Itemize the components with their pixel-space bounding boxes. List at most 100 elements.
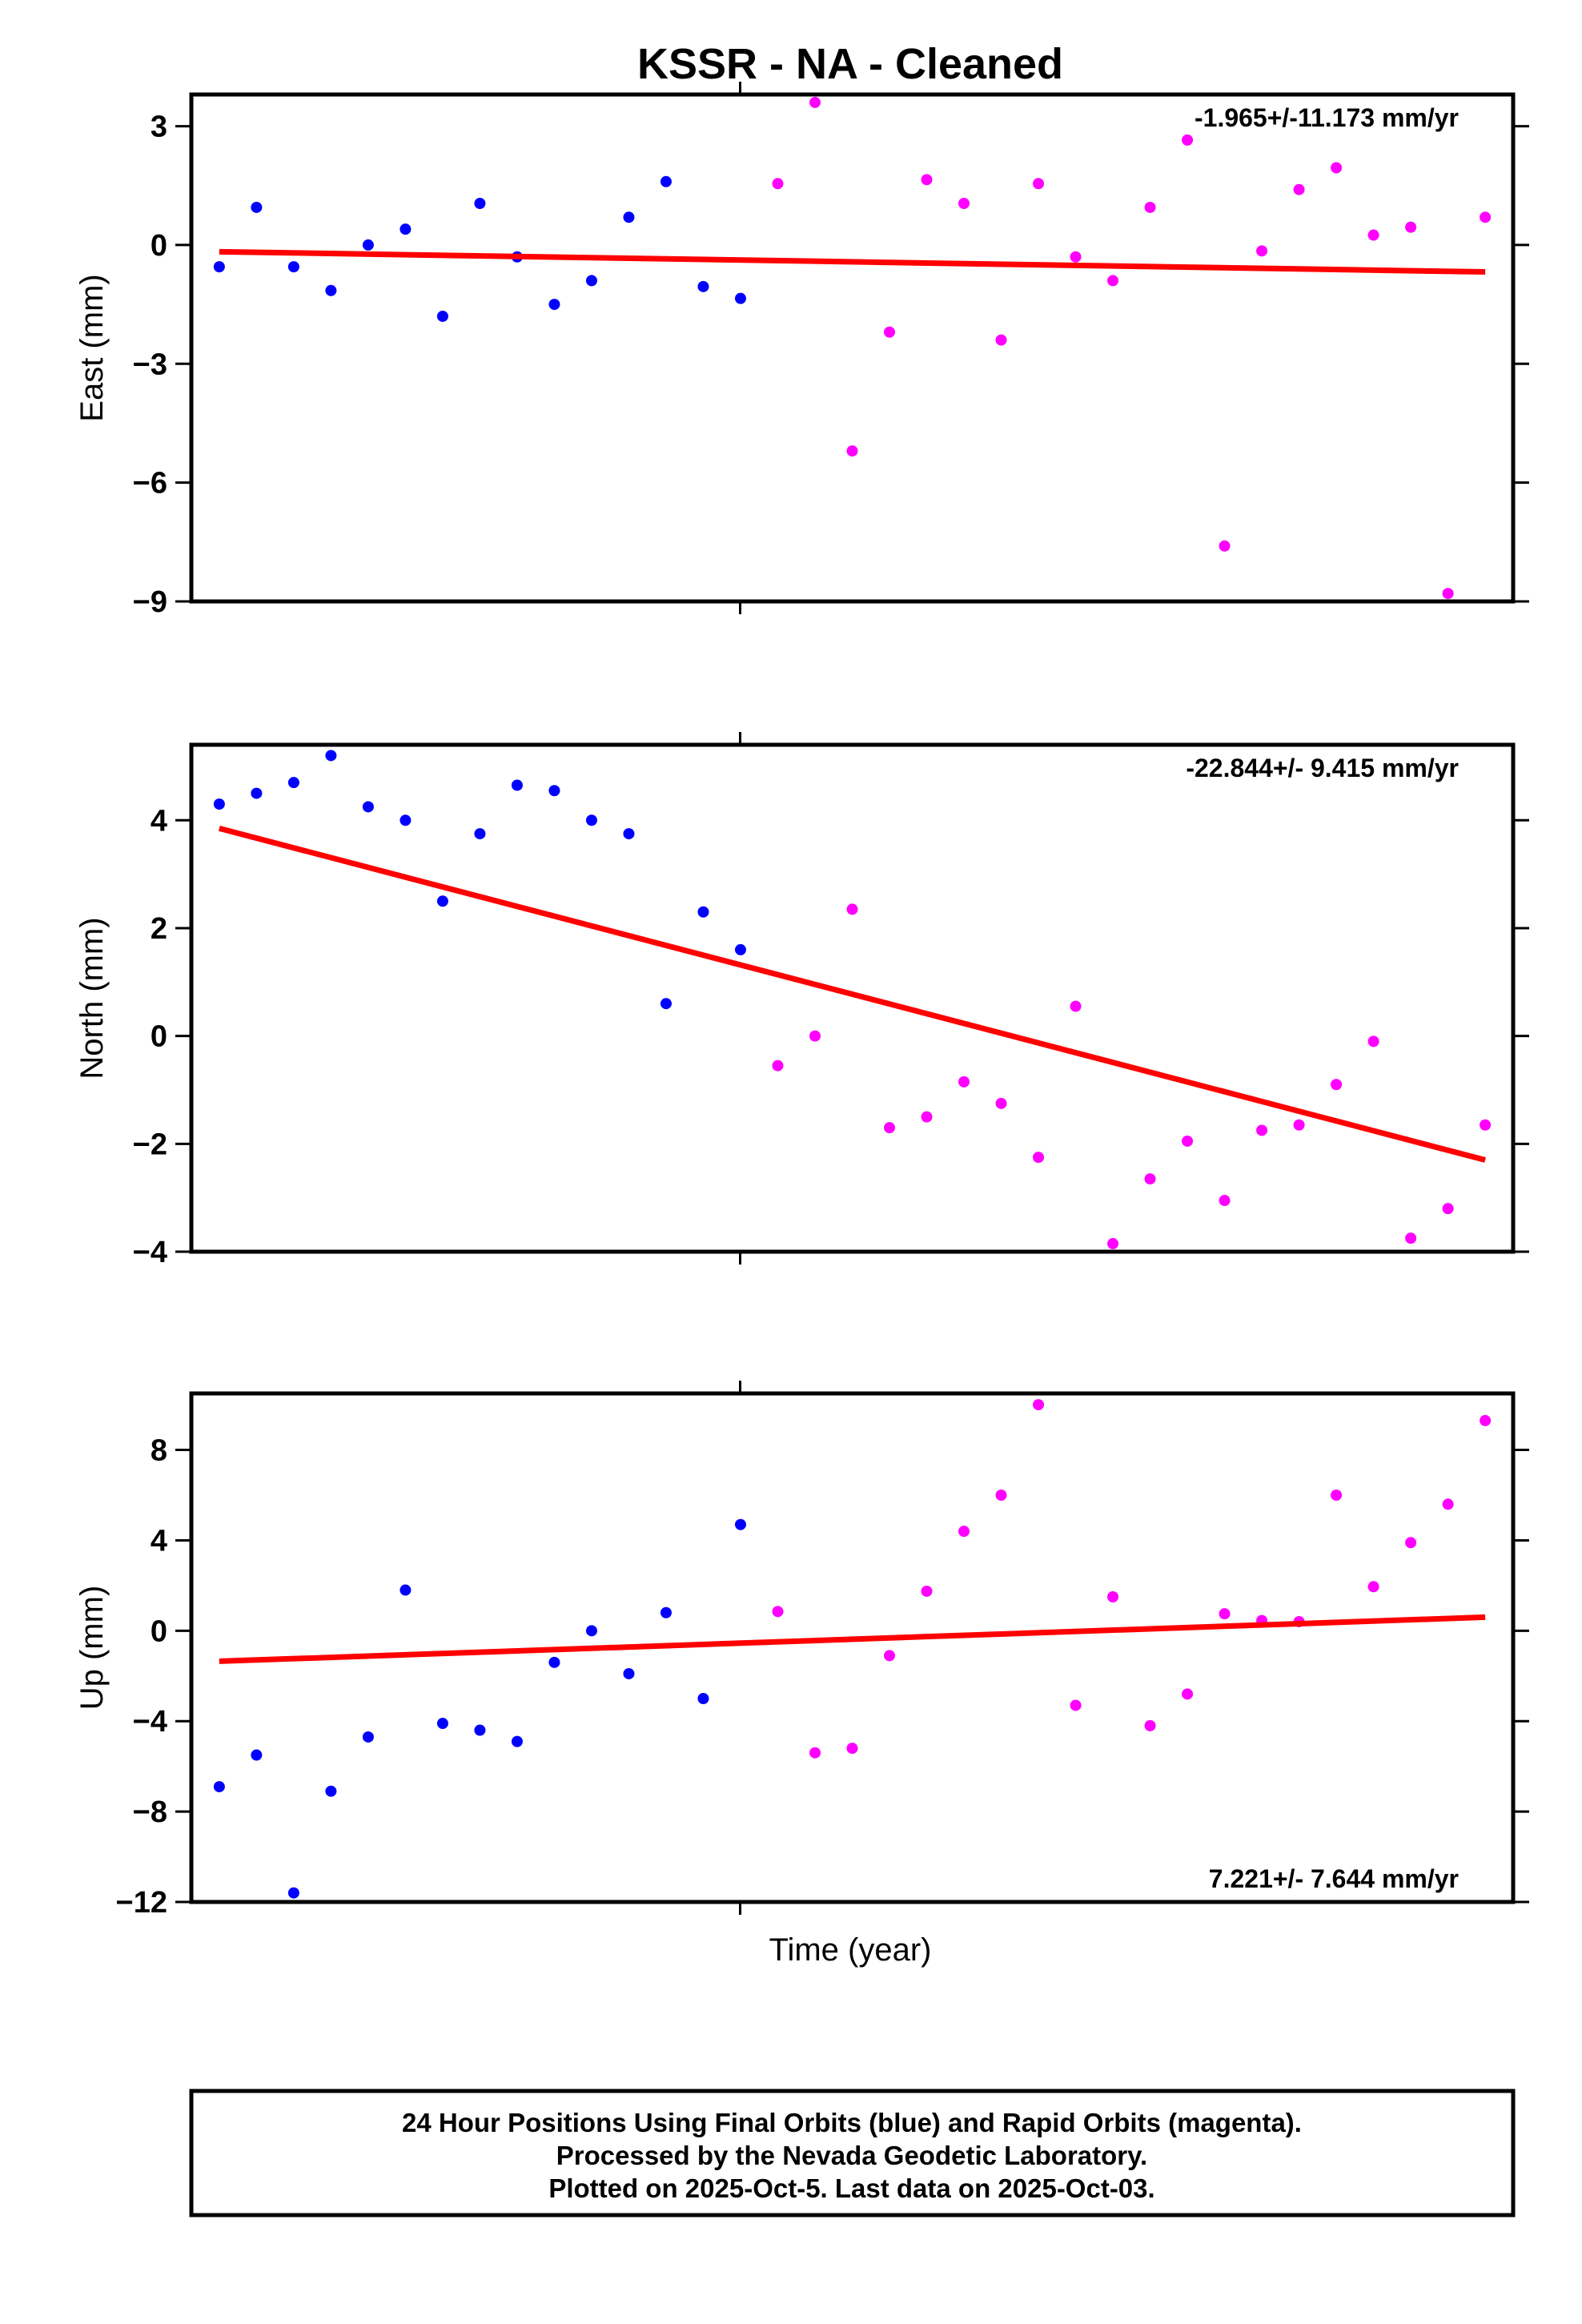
up-ytick-label: −8 <box>133 1795 167 1829</box>
up-point-rapid <box>846 1743 858 1755</box>
east-point-rapid <box>1182 134 1194 146</box>
north-point-rapid <box>958 1076 970 1088</box>
east-point-final <box>362 239 374 251</box>
east-y-axis-label: East (mm) <box>74 274 110 421</box>
north-point-final <box>511 779 523 791</box>
north-point-final <box>400 814 412 826</box>
east-point-rapid <box>1331 162 1343 174</box>
north-point-final <box>623 828 635 840</box>
east-point-rapid <box>1219 540 1231 552</box>
up-point-final <box>251 1749 263 1761</box>
east-point-final <box>585 275 597 287</box>
up-point-rapid <box>1033 1399 1045 1411</box>
east-plot-frame <box>189 92 1516 604</box>
up-point-final <box>213 1781 225 1793</box>
east-point-rapid <box>1405 221 1417 233</box>
up-ytick-label: 8 <box>151 1434 167 1468</box>
east-trend-line <box>219 248 1486 275</box>
north-point-rapid <box>1219 1195 1231 1207</box>
east-point-final <box>474 197 486 209</box>
east-point-final <box>287 261 299 273</box>
east-point-final <box>697 280 709 292</box>
east-point-final <box>548 299 560 311</box>
east-point-rapid <box>1367 229 1379 241</box>
east-point-rapid <box>884 326 896 338</box>
up-point-rapid <box>958 1526 970 1538</box>
north-point-final <box>585 814 597 826</box>
east-point-final <box>623 211 635 223</box>
north-point-rapid <box>1331 1079 1343 1091</box>
north-point-final <box>213 798 225 810</box>
up-point-rapid <box>1070 1699 1082 1711</box>
up-point-rapid <box>884 1650 896 1662</box>
east-point-rapid <box>1070 251 1082 263</box>
east-point-final <box>436 310 448 322</box>
north-point-rapid <box>1033 1152 1045 1164</box>
up-plot-frame <box>189 1391 1516 1904</box>
north-point-rapid <box>1405 1232 1417 1244</box>
north-point-rapid <box>1367 1035 1379 1047</box>
north-point-rapid <box>995 1097 1007 1109</box>
north-point-final <box>734 943 746 955</box>
up-point-rapid <box>1442 1498 1454 1510</box>
north-point-rapid <box>884 1122 896 1134</box>
up-trend-line <box>219 1614 1486 1664</box>
up-point-rapid <box>809 1747 821 1759</box>
east-point-rapid <box>958 197 970 209</box>
up-point-final <box>474 1724 486 1736</box>
east-point-final <box>734 292 746 304</box>
north-point-rapid <box>1480 1119 1492 1131</box>
east-point-rapid <box>1256 245 1268 257</box>
north-point-final <box>325 750 337 762</box>
up-rate-label: 7.221+/- 7.644 mm/yr <box>1209 1864 1459 1893</box>
east-point-rapid <box>809 96 821 108</box>
up-point-rapid <box>921 1585 933 1597</box>
east-panel: 3 0 −3 −6 −9 East (mm) -1.965+/-11.173 mm/yr <box>74 82 1529 619</box>
north-point-rapid <box>1442 1203 1454 1215</box>
footer-line-2: Processed by the Nevada Geodetic Laborat… <box>556 2141 1147 2170</box>
east-point-final <box>251 201 263 213</box>
footer-line-1: 24 Hour Positions Using Final Orbits (bl… <box>402 2108 1302 2137</box>
east-point-final <box>213 261 225 273</box>
north-point-rapid <box>1293 1119 1305 1131</box>
north-point-rapid <box>772 1059 784 1072</box>
north-ytick-label: −4 <box>133 1236 167 1269</box>
east-point-rapid <box>995 334 1007 346</box>
up-point-final <box>511 1735 523 1747</box>
east-point-rapid <box>846 445 858 457</box>
north-ytick-label: 2 <box>151 912 167 946</box>
up-y-axis-label: Up (mm) <box>74 1586 110 1711</box>
up-ytick-label: 0 <box>151 1614 167 1648</box>
north-y-axis-label: North (mm) <box>74 917 110 1079</box>
east-point-rapid <box>1144 201 1156 213</box>
north-point-final <box>287 777 299 789</box>
east-point-rapid <box>1480 211 1492 223</box>
north-point-rapid <box>1182 1135 1194 1147</box>
footer-box: 24 Hour Positions Using Final Orbits (bl… <box>189 2089 1516 2217</box>
up-ytick-label: −12 <box>116 1886 167 1920</box>
north-ytick-label: 4 <box>151 804 167 838</box>
north-point-rapid <box>1256 1124 1268 1136</box>
north-panel: 4 2 0 −2 −4 North (mm) -22.844+/- 9.415 mm/yr <box>74 732 1529 1269</box>
up-point-rapid <box>1367 1581 1379 1593</box>
up-point-rapid <box>772 1606 784 1618</box>
east-ytick-label: 3 <box>151 111 167 144</box>
up-point-rapid <box>1144 1719 1156 1731</box>
up-point-final <box>325 1785 337 1797</box>
east-ytick-label: −6 <box>133 467 167 501</box>
up-point-final <box>436 1718 448 1730</box>
up-ytick-label: −4 <box>133 1705 167 1739</box>
up-panel: 8 4 0 −4 −8 −12 Up (mm) 7.221+/- 7.644 mm/yr <box>74 1381 1529 1920</box>
x-axis-label: Time (year) <box>769 1932 932 1968</box>
north-point-final <box>548 785 560 797</box>
east-ytick-label: −3 <box>133 348 167 381</box>
up-point-final <box>287 1887 299 1899</box>
north-point-final <box>697 906 709 918</box>
east-point-final <box>660 175 672 187</box>
north-point-rapid <box>1070 1000 1082 1012</box>
east-point-rapid <box>921 174 933 186</box>
north-trend-line <box>218 825 1487 1163</box>
north-point-rapid <box>1144 1173 1156 1185</box>
north-point-final <box>362 801 374 813</box>
footer-line-3: Plotted on 2025-Oct-5. Last data on 2025… <box>548 2173 1154 2203</box>
